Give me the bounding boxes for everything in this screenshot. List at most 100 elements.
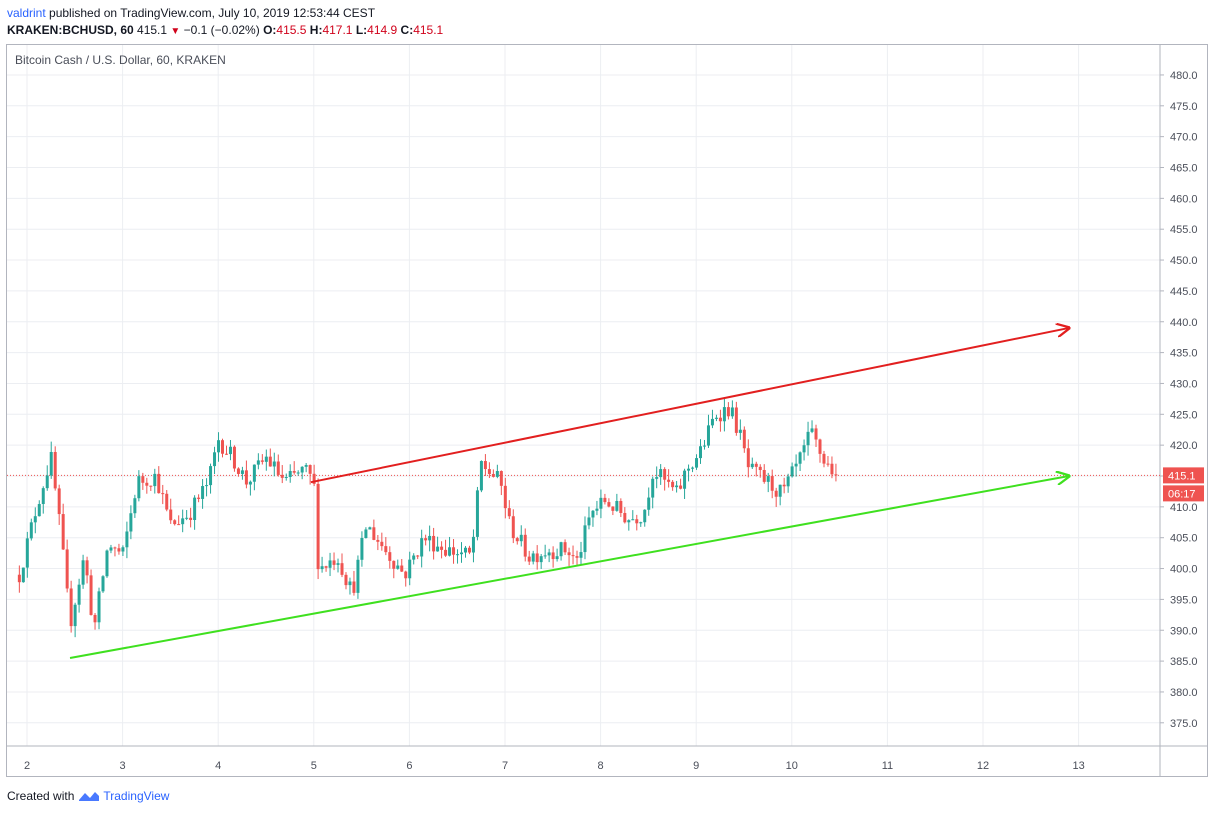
candle-body: [420, 538, 424, 557]
candle-body: [209, 466, 213, 486]
candle-body: [635, 519, 639, 524]
candle-body: [631, 519, 635, 521]
candle-body: [149, 485, 153, 487]
tradingview-logo-icon: [79, 792, 100, 801]
symbol-label[interactable]: KRAKEN:BCHUSD, 60: [7, 23, 134, 37]
candle-body: [627, 520, 631, 523]
candle-body: [563, 542, 567, 553]
candle-body: [667, 479, 671, 482]
candle-body: [778, 484, 782, 497]
y-tick-label: 470.0: [1170, 132, 1198, 144]
x-tick-label: 2: [24, 760, 30, 772]
candle-body: [543, 555, 547, 557]
x-tick-label: 3: [120, 760, 126, 772]
candle-body: [444, 549, 448, 556]
candle-body: [17, 574, 21, 583]
candle-body: [81, 560, 85, 585]
countdown-label: 06:17: [1168, 488, 1196, 500]
candle-body: [264, 456, 268, 462]
candle-body: [758, 466, 762, 471]
x-tick-label: 12: [977, 760, 989, 772]
close-label: C:: [400, 23, 414, 37]
author-link[interactable]: valdrint: [7, 6, 46, 20]
candle-body: [655, 477, 659, 479]
x-tick-label: 7: [502, 760, 508, 772]
candle-body: [181, 518, 185, 525]
y-tick-label: 445.0: [1170, 286, 1198, 298]
candle-body: [304, 465, 308, 467]
publish-header: valdrint published on TradingView.com, J…: [7, 5, 375, 21]
candle-body: [432, 535, 436, 552]
candle-body: [527, 556, 531, 562]
candle-body: [802, 445, 806, 453]
candle-body: [448, 547, 452, 556]
x-tick-label: 9: [693, 760, 699, 772]
candle-body: [487, 469, 491, 474]
countdown-badge: [1163, 485, 1204, 502]
chart-frame: [6, 44, 1208, 777]
candle-body: [460, 552, 464, 555]
candle-body: [316, 483, 320, 570]
candle-body: [515, 538, 519, 542]
candle-body: [483, 461, 487, 470]
candle-body: [312, 473, 316, 484]
candle-body: [683, 470, 687, 489]
candle-body: [595, 508, 599, 511]
candle-body: [695, 458, 699, 468]
candle-body: [428, 535, 432, 541]
candle-body: [197, 497, 201, 499]
candle-body: [372, 527, 376, 540]
candle-body: [97, 591, 101, 623]
candle-body: [276, 461, 280, 475]
candle-body: [475, 490, 479, 537]
candle-body: [280, 474, 284, 478]
y-tick-label: 425.0: [1170, 409, 1198, 421]
high-value: 417.1: [322, 23, 353, 37]
last-price-label: 415.1: [1168, 470, 1196, 482]
candle-body: [324, 566, 328, 568]
candle-body: [213, 452, 217, 467]
x-tick-label: 4: [215, 760, 221, 772]
candle-body: [806, 431, 810, 446]
candle-body: [201, 486, 205, 499]
y-tick-label: 400.0: [1170, 564, 1198, 576]
candle-body: [25, 538, 29, 568]
change-value: −0.1 (−0.02%): [183, 23, 260, 37]
y-tick-label: 420.0: [1170, 440, 1198, 452]
candle-body: [169, 509, 173, 521]
last-price-badge: [1163, 467, 1204, 484]
candle-body: [615, 500, 619, 511]
candle-body: [348, 581, 352, 586]
candle-body: [248, 481, 252, 485]
candle-body: [834, 474, 838, 476]
x-tick-label: 6: [406, 760, 412, 772]
candle-body: [826, 463, 830, 465]
candle-body: [392, 560, 396, 569]
candle-body: [750, 463, 754, 468]
candle-body: [436, 546, 440, 552]
candle-body: [400, 565, 404, 572]
candle-body: [766, 476, 770, 482]
candle-body: [177, 524, 181, 526]
candle-body: [782, 484, 786, 487]
candle-body: [157, 473, 161, 494]
candle-body: [412, 555, 416, 560]
candle-body: [65, 549, 69, 589]
candle-body: [117, 548, 121, 552]
candle-body: [619, 500, 623, 513]
candle-body: [388, 552, 392, 561]
candle-body: [380, 541, 384, 547]
candle-body: [396, 565, 400, 569]
candle-body: [675, 485, 679, 488]
candle-body: [798, 452, 802, 464]
candle-body: [61, 514, 65, 550]
candle-body: [754, 463, 758, 467]
y-tick-label: 475.0: [1170, 101, 1198, 113]
candle-body: [113, 547, 117, 549]
candle-body: [467, 547, 471, 553]
low-label: L:: [355, 23, 368, 37]
tradingview-brand-link[interactable]: TradingView: [103, 789, 170, 803]
candle-body: [818, 439, 822, 454]
footer: Created with TradingView: [7, 788, 169, 804]
